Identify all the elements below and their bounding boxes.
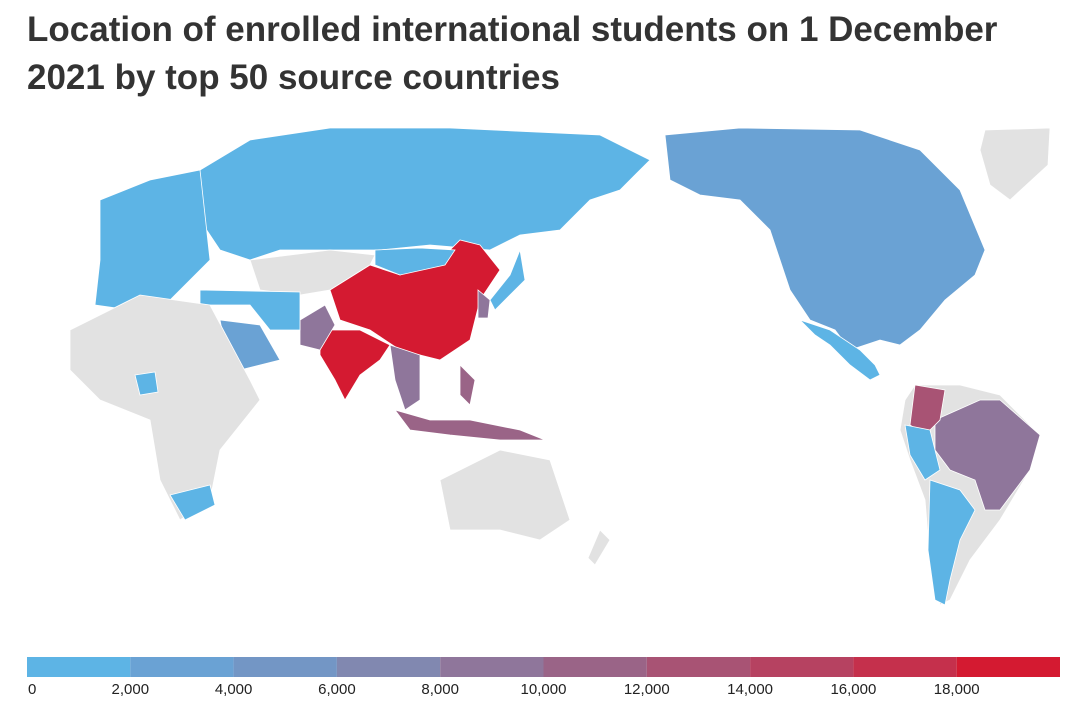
legend-bin — [27, 657, 131, 677]
legend-tick-label: 6,000 — [318, 681, 356, 698]
new-zealand — [587, 529, 611, 566]
legend-tick-label: 12,000 — [624, 681, 670, 698]
pakistan — [299, 304, 336, 351]
legend-tick-label: 16,000 — [830, 681, 876, 698]
legend-bin — [336, 657, 441, 677]
russia — [199, 127, 651, 261]
legend-bin — [233, 657, 337, 677]
legend-tick-label: 10,000 — [521, 681, 567, 698]
map-title: Location of enrolled international stude… — [27, 10, 998, 97]
legend: 0 2,000 4,000 6,000 8,000 10,000 12,000 14,000 1… — [27, 657, 1060, 698]
legend-tick-label: 18,000 — [934, 681, 980, 698]
north-america — [664, 127, 986, 351]
southeast-asia — [389, 344, 421, 411]
legend-bin — [130, 657, 234, 677]
south-africa — [169, 484, 216, 521]
japan — [489, 248, 526, 311]
legend-bin — [750, 657, 854, 677]
brazil — [934, 399, 1041, 511]
argentina-chile — [927, 479, 976, 606]
legend-bin — [853, 657, 957, 677]
greenland — [979, 127, 1051, 201]
legend-tick-label: 0 — [28, 681, 36, 698]
colombia — [909, 384, 946, 436]
legend-bin — [646, 657, 751, 677]
india — [319, 329, 391, 401]
world-map — [69, 127, 1051, 606]
legend-tick-label: 4,000 — [215, 681, 253, 698]
nigeria — [134, 371, 159, 396]
legend-bin — [956, 657, 1060, 677]
legend-tick-label: 2,000 — [112, 681, 150, 698]
central-america — [799, 319, 881, 381]
philippines — [459, 364, 476, 406]
mongolia — [374, 247, 456, 276]
korea — [477, 289, 491, 319]
europe — [94, 169, 211, 311]
legend-tick-label: 8,000 — [421, 681, 459, 698]
australia — [439, 449, 571, 541]
indonesia — [393, 409, 546, 441]
legend-bin — [440, 657, 544, 677]
peru — [904, 424, 941, 481]
legend-bin — [543, 657, 647, 677]
legend-tick-label: 14,000 — [727, 681, 773, 698]
